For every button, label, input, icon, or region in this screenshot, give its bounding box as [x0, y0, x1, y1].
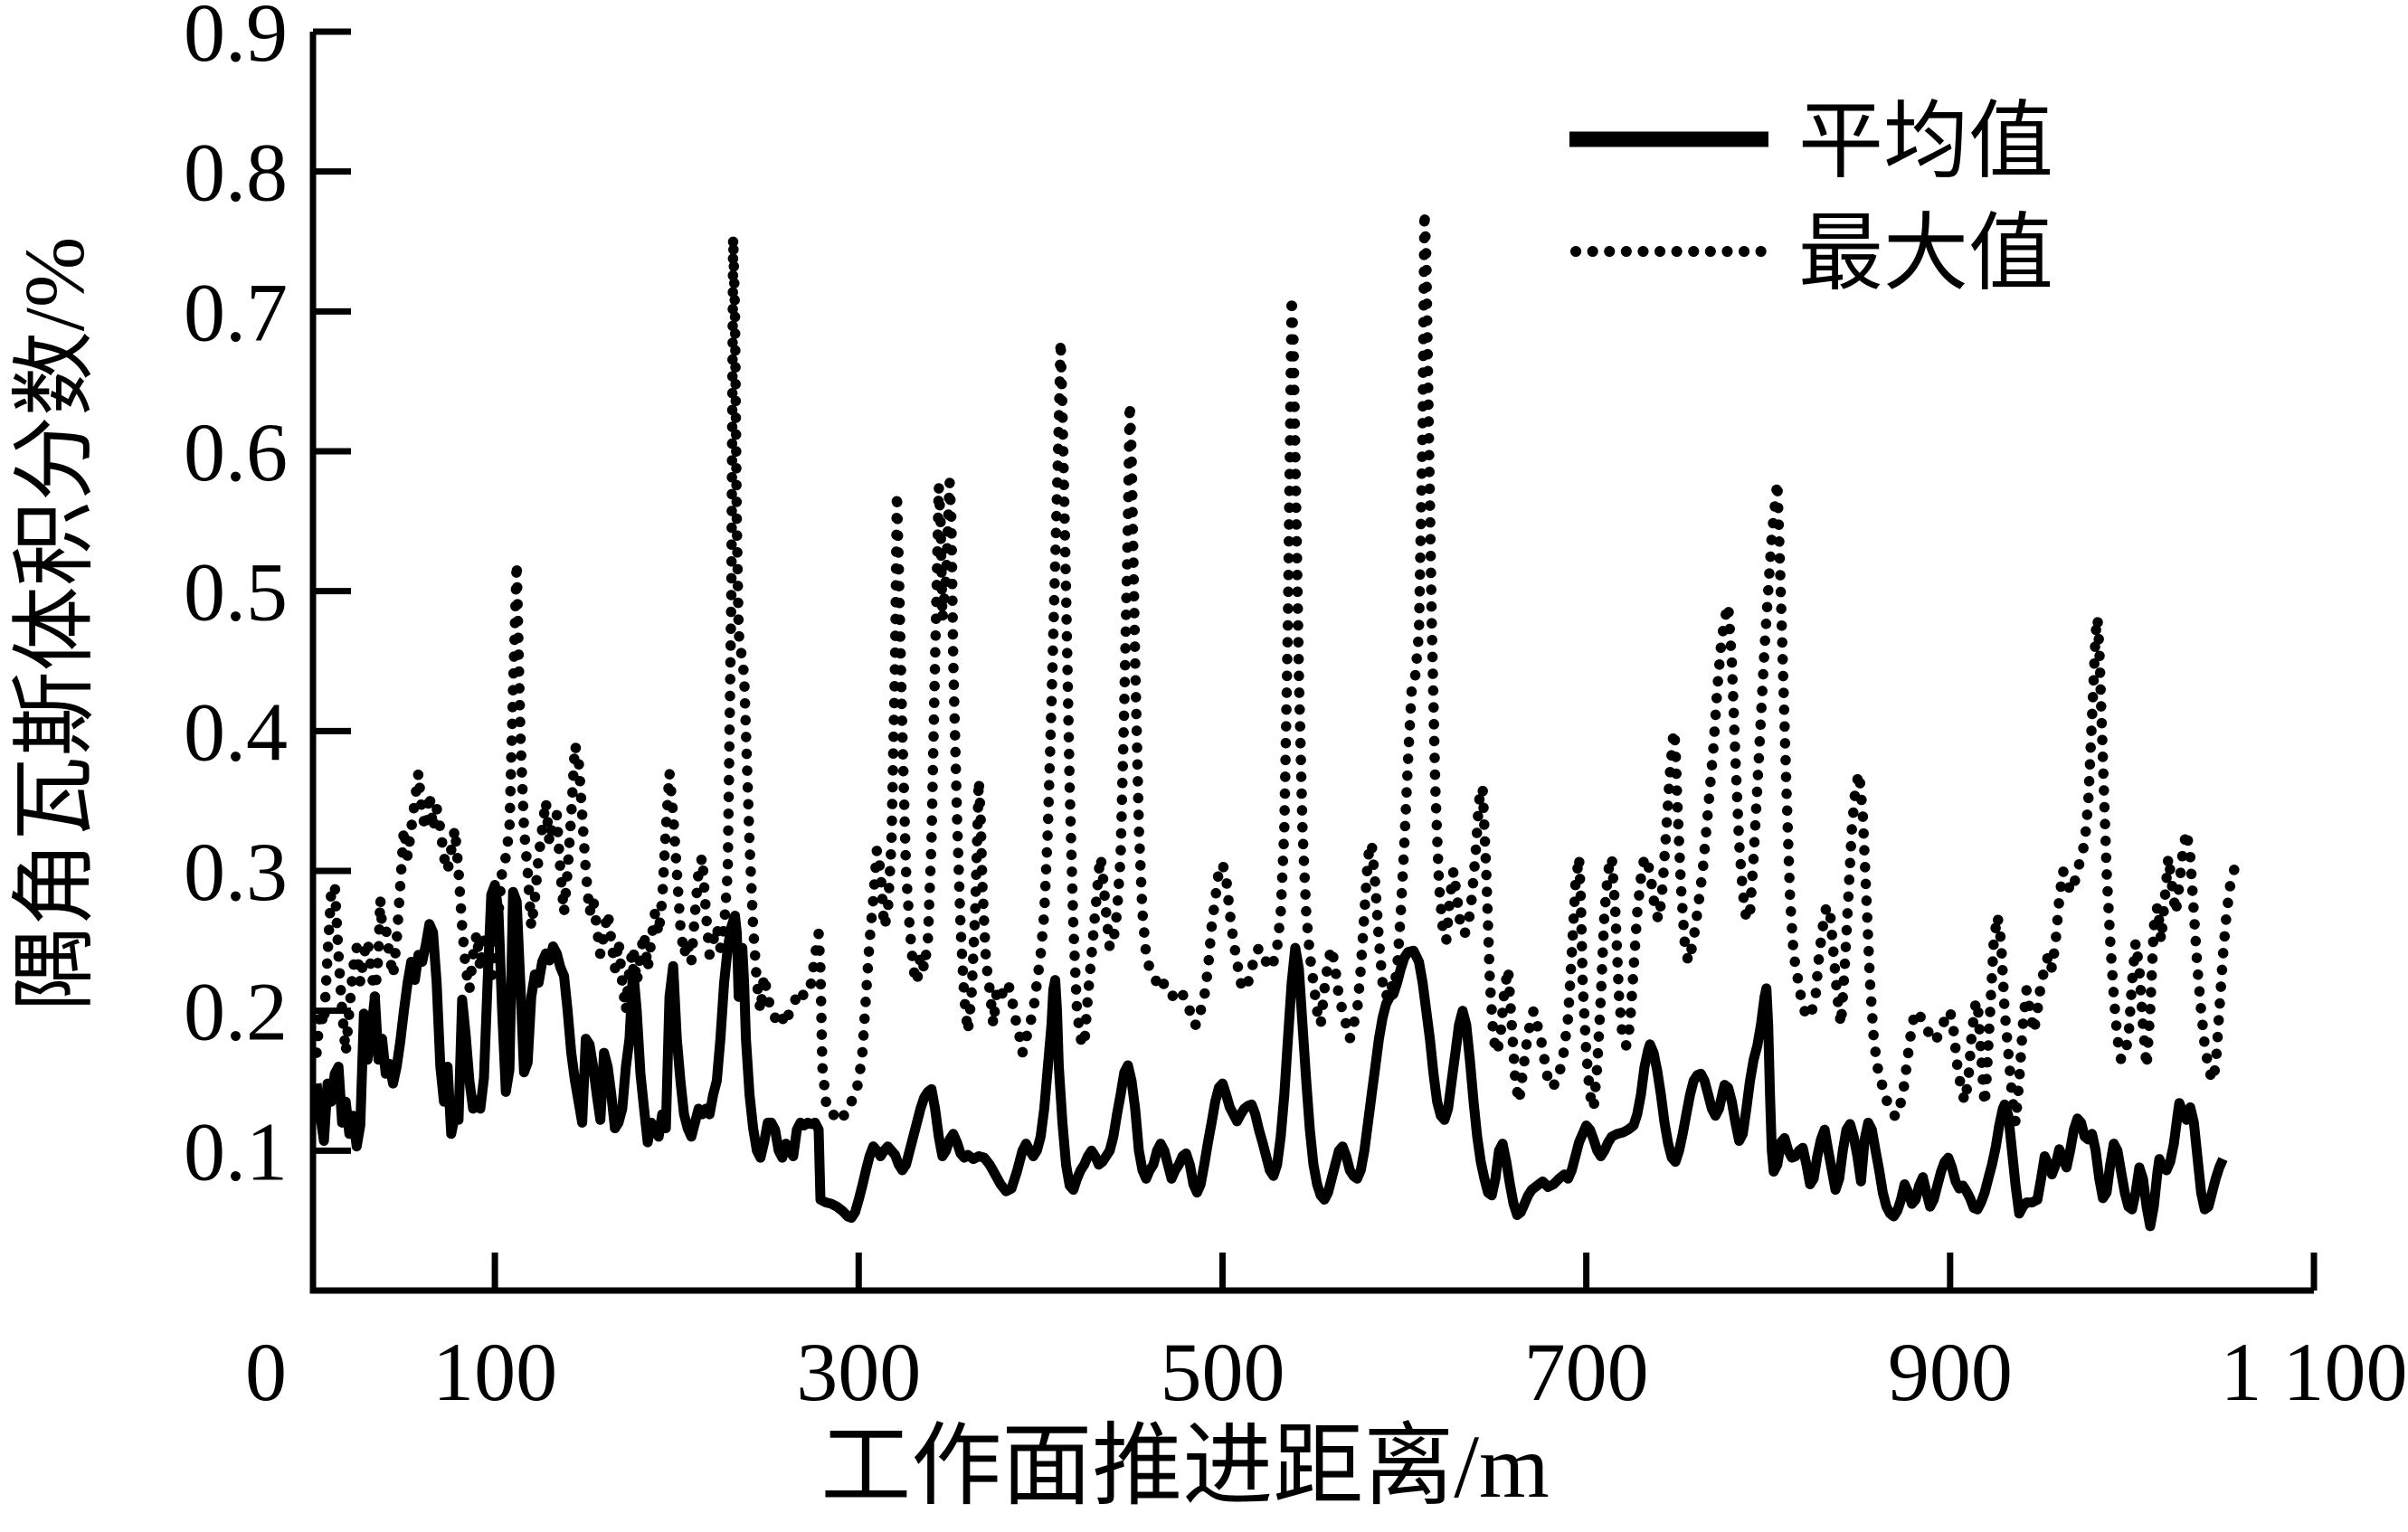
- x-tick-label: 500: [1160, 1326, 1285, 1418]
- x-tick-labels: 0 100 300 500 700 900 1 100: [245, 1326, 2408, 1418]
- y-tick-label: 0.7: [184, 266, 288, 358]
- series-dotted: [311, 206, 2242, 1129]
- x-axis-title: 工作面推进距离/m: [820, 1416, 1550, 1517]
- x-tick-marks: [491, 1253, 2318, 1291]
- legend-label-average: 平均值: [1798, 95, 2053, 189]
- y-tick-label: 0.8: [184, 127, 288, 219]
- x-tick-label: 700: [1524, 1326, 1649, 1418]
- x-tick-label: 900: [1888, 1326, 2013, 1418]
- data-series: [311, 206, 2242, 1232]
- y-axis-title: 隅角瓦斯体积分数/%: [8, 237, 102, 1011]
- y-tick-label: 0.2: [184, 966, 288, 1058]
- x-tick-label: 0: [245, 1326, 287, 1418]
- y-tick-labels: 0.1 0.2 0.3 0.4 0.5 0.6 0.7 0.8 0.9: [184, 0, 288, 1197]
- x-tick-label: 1 100: [2221, 1326, 2408, 1418]
- y-tick-label: 0.1: [184, 1105, 288, 1197]
- y-tick-marks: [313, 28, 351, 1154]
- y-tick-label: 0.6: [184, 406, 288, 498]
- legend: 平均值 最大值: [1569, 95, 2053, 301]
- legend-label-max: 最大值: [1798, 207, 2053, 301]
- y-tick-label: 0.3: [184, 826, 288, 918]
- y-tick-label: 0.4: [184, 686, 288, 778]
- x-tick-label: 300: [796, 1326, 921, 1418]
- y-tick-label: 0.9: [184, 0, 288, 79]
- x-tick-label: 100: [432, 1326, 557, 1418]
- y-tick-label: 0.5: [184, 546, 288, 638]
